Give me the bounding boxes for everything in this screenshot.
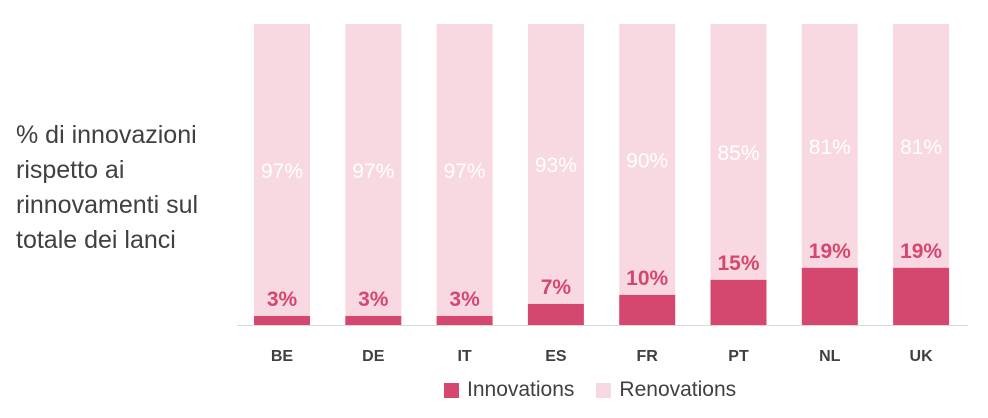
bar-renovations-nl — [801, 24, 858, 268]
data-label-innovations-es: 7% — [541, 276, 572, 299]
chart-legend: Innovations Renovations — [444, 378, 758, 402]
bar-renovations-de — [345, 24, 402, 316]
bar-renovations-pt — [710, 24, 767, 280]
data-label-innovations-it: 3% — [449, 288, 480, 311]
bar-innovations-es — [527, 303, 584, 325]
category-label-fr: FR — [637, 348, 659, 365]
bar-renovations-es — [527, 24, 584, 304]
bar-innovations-be — [254, 315, 310, 325]
bar-renovations-fr — [619, 24, 676, 295]
bar-innovations-uk — [893, 267, 950, 325]
legend-item-innovations: Innovations — [444, 378, 574, 402]
category-label-pt: PT — [728, 348, 749, 365]
bar-renovations-uk — [893, 24, 950, 268]
legend-swatch-renovations — [596, 382, 612, 398]
chart-side-title: % di innovazioni rispetto ai rinnovament… — [16, 121, 199, 254]
data-label-renovations-es: 93% — [535, 154, 577, 177]
legend-label-innovations: Innovations — [467, 378, 575, 401]
data-label-renovations-fr: 90% — [626, 149, 668, 172]
data-label-renovations-uk: 81% — [900, 136, 942, 159]
category-label-de: DE — [362, 348, 385, 365]
bar-renovations-be — [254, 24, 310, 316]
stacked-bar-chart: 97% 3% BE 97% 3% DE 97% 3% IT 93% 7% ES 90% 10% FR 85% 1… — [237, 24, 968, 365]
data-label-innovations-be: 3% — [267, 288, 298, 311]
legend-swatch-innovations — [444, 382, 459, 398]
legend-label-renovations: Renovations — [619, 378, 737, 401]
data-label-innovations-nl: 19% — [809, 240, 851, 263]
legend-item-renovations: Renovations — [596, 378, 736, 402]
bar-renovations-it — [436, 24, 493, 316]
data-label-renovations-pt: 85% — [717, 142, 759, 165]
data-label-innovations-fr: 10% — [626, 267, 668, 290]
bar-innovations-de — [345, 315, 402, 325]
category-label-it: IT — [457, 348, 471, 365]
bar-innovations-it — [436, 315, 493, 325]
category-label-be: BE — [271, 348, 294, 365]
data-label-innovations-de: 3% — [358, 288, 389, 311]
data-label-renovations-it: 97% — [444, 160, 486, 183]
data-label-renovations-nl: 81% — [809, 136, 851, 159]
data-label-innovations-uk: 19% — [900, 240, 942, 263]
bar-innovations-nl — [801, 267, 858, 325]
data-label-innovations-pt: 15% — [717, 252, 759, 275]
bar-innovations-pt — [710, 279, 767, 325]
category-label-nl: NL — [819, 348, 841, 365]
category-label-es: ES — [545, 348, 567, 365]
data-label-renovations-de: 97% — [352, 160, 394, 183]
bar-innovations-fr — [619, 294, 676, 325]
data-label-renovations-be: 97% — [261, 160, 303, 183]
category-label-uk: UK — [910, 348, 934, 365]
